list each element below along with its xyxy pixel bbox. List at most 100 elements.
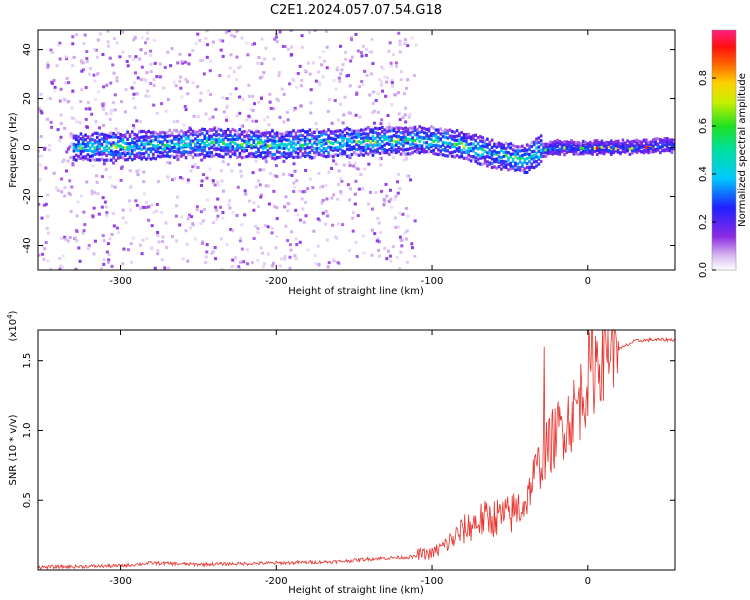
spectrogram-ridge-cell	[168, 144, 172, 148]
spectrogram-noise-cell	[406, 44, 410, 48]
spectrogram-ridge-cell	[105, 137, 108, 141]
spectrogram-ridge-cell	[236, 130, 239, 134]
spectrogram-ridge-cell	[317, 141, 321, 145]
spectrogram-ridge-cell	[140, 143, 143, 147]
spectrogram-noise-cell	[338, 102, 342, 106]
spectrogram-noise-cell	[393, 197, 397, 201]
spectrogram-noise-cell	[369, 146, 373, 150]
spectrogram-ridge-cell	[507, 162, 510, 166]
spectrogram-ridge-cell	[292, 145, 295, 149]
spectrogram-noise-cell	[65, 57, 69, 61]
spectrogram-noise-cell	[354, 166, 358, 170]
spectrogram-ridge-cell	[537, 140, 541, 145]
spectrogram-noise-cell	[48, 97, 52, 101]
spectrogram-noise-cell	[205, 243, 209, 247]
spectrogram-ridge-cell	[287, 148, 291, 152]
spectrogram-noise-cell	[261, 251, 265, 255]
spectrogram-ridge-cell	[644, 146, 648, 150]
spectrogram-ridge-cell	[467, 142, 471, 146]
spectrogram-ridge-cell	[334, 129, 337, 134]
spectrogram-noise-cell	[195, 208, 199, 212]
spectrogram-ridge-cell	[469, 159, 473, 163]
spectrogram-noise-cell	[42, 257, 46, 261]
spectrogram-noise-cell	[46, 66, 50, 70]
spectrogram-ridge-cell	[308, 140, 312, 144]
spectrogram-ridge-cell	[250, 146, 253, 150]
spectrogram-noise-cell	[176, 119, 180, 123]
spectrogram-noise-cell	[58, 139, 62, 143]
spectrogram-noise-cell	[398, 39, 402, 43]
spectrogram-ridge-cell	[152, 152, 155, 156]
spectrogram-noise-cell	[139, 78, 143, 82]
spectrogram-noise-cell	[379, 157, 383, 161]
spectrogram-ridge-cell	[338, 142, 342, 146]
spectrogram-ridge-cell	[271, 139, 274, 143]
spectrogram-noise-cell	[218, 38, 222, 42]
spectrogram-noise-cell	[188, 213, 192, 217]
spectrogram-ridge-cell	[558, 149, 562, 153]
spectrogram-noise-cell	[360, 54, 364, 58]
spectrogram-ridge-cell	[600, 149, 604, 153]
spectrogram-noise-cell	[222, 110, 226, 114]
spectrogram-noise-cell	[247, 199, 251, 203]
spectrogram-noise-cell	[156, 137, 160, 141]
spectrogram-ridge-cell	[177, 147, 181, 151]
spectrogram-noise-cell	[144, 201, 148, 205]
spectrogram-noise-cell	[258, 76, 262, 80]
spectrogram-ridge-cell	[441, 148, 445, 152]
spectrogram-ridge-cell	[376, 147, 379, 151]
spectrogram-ridge-cell	[95, 152, 99, 156]
spectrogram-ridge-cell	[327, 128, 330, 132]
spectrogram-ridge-cell	[355, 140, 358, 144]
spectrogram-ridge-cell	[628, 144, 632, 148]
spectrogram-ridge-cell	[229, 145, 232, 150]
spectrogram-ridge-cell	[329, 145, 333, 150]
spectrogram-ridge-cell	[310, 143, 314, 147]
spectrogram-noise-cell	[393, 216, 397, 220]
spectrogram-ridge-cell	[292, 129, 295, 133]
spectrogram-ridge-cell	[184, 150, 188, 154]
spectrogram-noise-cell	[191, 165, 195, 169]
spectrogram-ridge-cell	[212, 147, 216, 151]
spectrogram-ridge-cell	[586, 145, 590, 149]
spectrogram-noise-cell	[86, 101, 90, 105]
spectrogram-noise-cell	[256, 205, 260, 209]
spectrogram-ridge-cell	[458, 155, 461, 159]
spectrogram-ridge-cell	[392, 148, 396, 152]
spectrogram-noise-cell	[138, 57, 142, 61]
spectrogram-noise-cell	[112, 224, 116, 228]
spectrogram-ridge-cell	[215, 152, 218, 157]
spectrogram-noise-cell	[394, 225, 398, 229]
spectrogram-ridge-cell	[217, 147, 221, 151]
colorbar-frame	[711, 29, 737, 271]
spectrogram-ridge-cell	[229, 133, 232, 137]
spectrogram-noise-cell	[219, 205, 223, 209]
spectrogram-ridge-cell	[490, 138, 494, 142]
spectrogram-ridge-cell	[366, 136, 370, 140]
spectrogram-ridge-cell	[607, 141, 611, 145]
spectrogram-noise-cell	[50, 50, 54, 54]
spectrogram-ridge-cell	[455, 129, 459, 133]
spectrogram-ridge-cell	[385, 135, 389, 139]
spectrogram-noise-cell	[238, 163, 242, 167]
spectrogram-ridge-cell	[196, 145, 200, 149]
spectrogram-noise-cell	[258, 168, 262, 172]
spectrogram-noise-cell	[238, 239, 242, 243]
spectrogram-noise-cell	[321, 198, 325, 202]
spectrogram-ridge-cell	[282, 154, 286, 158]
spectrogram-ridge-cell	[177, 150, 181, 154]
spectrogram-noise-cell	[275, 217, 279, 221]
spectrogram-ridge-cell	[609, 145, 613, 149]
spectrogram-ridge-cell	[191, 146, 195, 151]
spectrogram-noise-cell	[53, 85, 57, 89]
spectrogram-ridge-cell	[198, 152, 202, 157]
spectrogram-ridge-cell	[472, 134, 475, 138]
spectrogram-ridge-cell	[224, 136, 228, 140]
spectrogram-ridge-cell	[425, 127, 428, 132]
spectrogram-ridge-cell	[112, 143, 115, 147]
spectrogram-ridge-cell	[117, 153, 120, 157]
spectrogram-noise-cell	[319, 185, 323, 189]
spectrogram-noise-cell	[292, 181, 296, 185]
spectrogram-noise-cell	[318, 83, 322, 87]
spectrogram-ridge-cell	[481, 148, 485, 152]
